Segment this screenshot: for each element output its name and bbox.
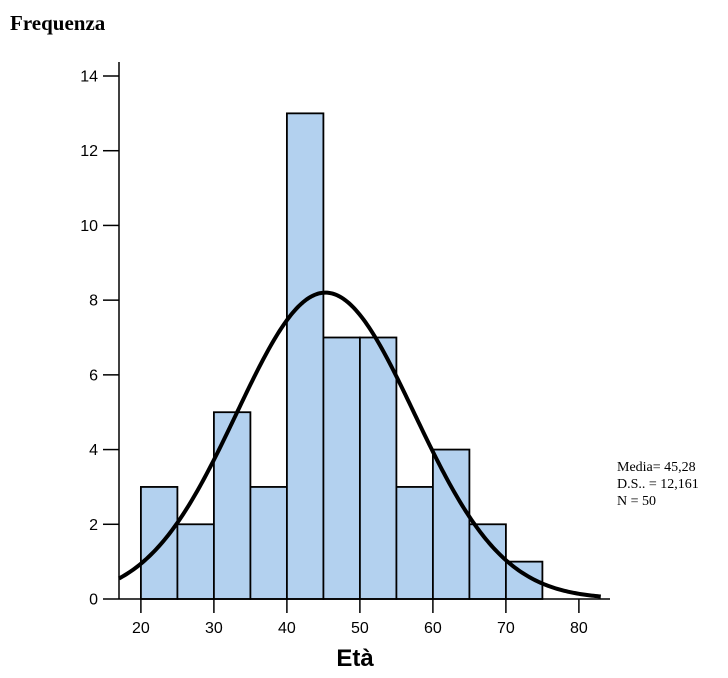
y-axis-label: Frequenza xyxy=(10,11,106,35)
x-tick-label: 60 xyxy=(424,620,442,637)
y-tick-label: 0 xyxy=(89,592,98,609)
bars-group xyxy=(139,112,544,600)
x-tick-label: 80 xyxy=(570,620,588,637)
histogram-bar xyxy=(212,411,252,600)
y-tick-label: 2 xyxy=(89,517,98,534)
x-tick-label: 70 xyxy=(497,620,515,637)
y-tick-label: 10 xyxy=(80,218,98,235)
x-tick-label: 40 xyxy=(278,620,296,637)
x-ticks-group: 20 30 40 50 60 70 80 xyxy=(132,599,588,637)
histogram-bar xyxy=(431,448,471,600)
y-tick-label: 14 xyxy=(80,69,98,86)
stat-mean: Media= 45,28 xyxy=(617,460,696,475)
histogram-bar xyxy=(139,486,179,600)
histogram-bar xyxy=(395,486,434,600)
histogram-bar xyxy=(322,336,361,600)
histogram-bar xyxy=(358,336,398,600)
histogram-bar xyxy=(176,523,215,600)
y-ticks-group: 0 2 4 6 8 10 12 14 xyxy=(80,69,119,609)
histogram-bar xyxy=(285,112,325,600)
y-tick-label: 12 xyxy=(80,143,98,160)
histogram-bar xyxy=(249,486,288,600)
stat-n: N = 50 xyxy=(617,494,656,509)
y-tick-label: 8 xyxy=(89,293,98,310)
x-tick-label: 50 xyxy=(351,620,369,637)
x-axis-label: Età xyxy=(336,645,374,672)
normal-curve xyxy=(118,290,601,599)
x-tick-label: 30 xyxy=(205,620,223,637)
histogram-bar xyxy=(468,523,507,600)
y-tick-label: 4 xyxy=(89,442,98,459)
y-tick-label: 6 xyxy=(89,367,98,384)
stats-box: Media= 45,28 D.S.. = 12,161 N = 50 xyxy=(617,460,699,509)
x-tick-label: 20 xyxy=(132,620,150,637)
stat-sd: D.S.. = 12,161 xyxy=(617,477,699,492)
